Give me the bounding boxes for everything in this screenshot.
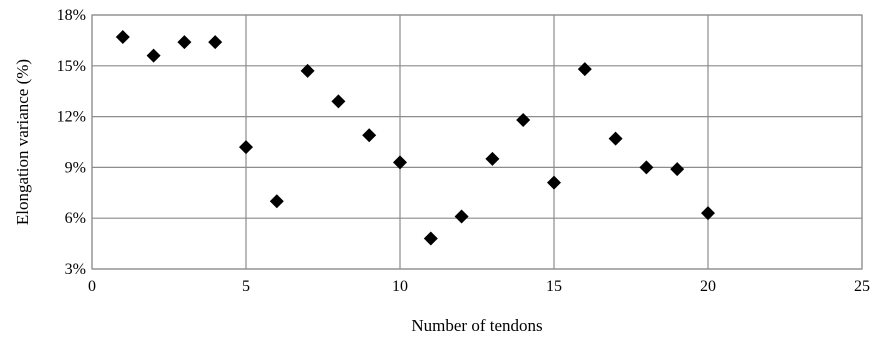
data-point [177, 35, 192, 50]
y-tick-label: 15% [57, 58, 86, 75]
data-point [454, 209, 469, 224]
y-tick-label: 6% [65, 210, 86, 227]
data-point [115, 30, 130, 45]
data-point [639, 160, 654, 175]
y-axis-title: Elongation variance (%) [13, 59, 32, 225]
x-tick-label: 5 [242, 278, 250, 295]
y-tick-label: 3% [65, 261, 86, 278]
y-axis-tick-labels: 3% 6% 9% 12% 15% 18% [57, 7, 86, 278]
data-point [516, 112, 531, 127]
grid [91, 14, 863, 270]
data-points [115, 30, 715, 246]
data-point [547, 175, 561, 190]
data-point [485, 151, 500, 166]
x-tick-label: 0 [88, 278, 96, 295]
data-point [670, 162, 685, 177]
x-axis-tick-labels: 0 5 10 15 20 25 [88, 278, 870, 295]
data-point [269, 194, 284, 209]
data-point [577, 62, 592, 77]
y-tick-label: 9% [65, 159, 86, 176]
data-point [362, 128, 377, 143]
data-point [146, 48, 161, 63]
y-tick-label: 18% [57, 7, 86, 24]
y-tick-label: 12% [57, 109, 86, 126]
data-point [300, 63, 315, 78]
x-axis-title: Number of tendons [411, 316, 542, 335]
data-point [331, 94, 346, 109]
x-tick-label: 15 [546, 278, 562, 295]
data-point [423, 231, 438, 246]
data-point [208, 35, 223, 50]
data-point [701, 206, 715, 221]
x-tick-label: 25 [854, 278, 870, 295]
x-tick-label: 10 [392, 278, 408, 295]
x-tick-label: 20 [700, 278, 716, 295]
plot-area-frame [91, 14, 863, 270]
data-point [608, 131, 623, 146]
data-point [239, 140, 253, 155]
data-point [393, 155, 407, 170]
